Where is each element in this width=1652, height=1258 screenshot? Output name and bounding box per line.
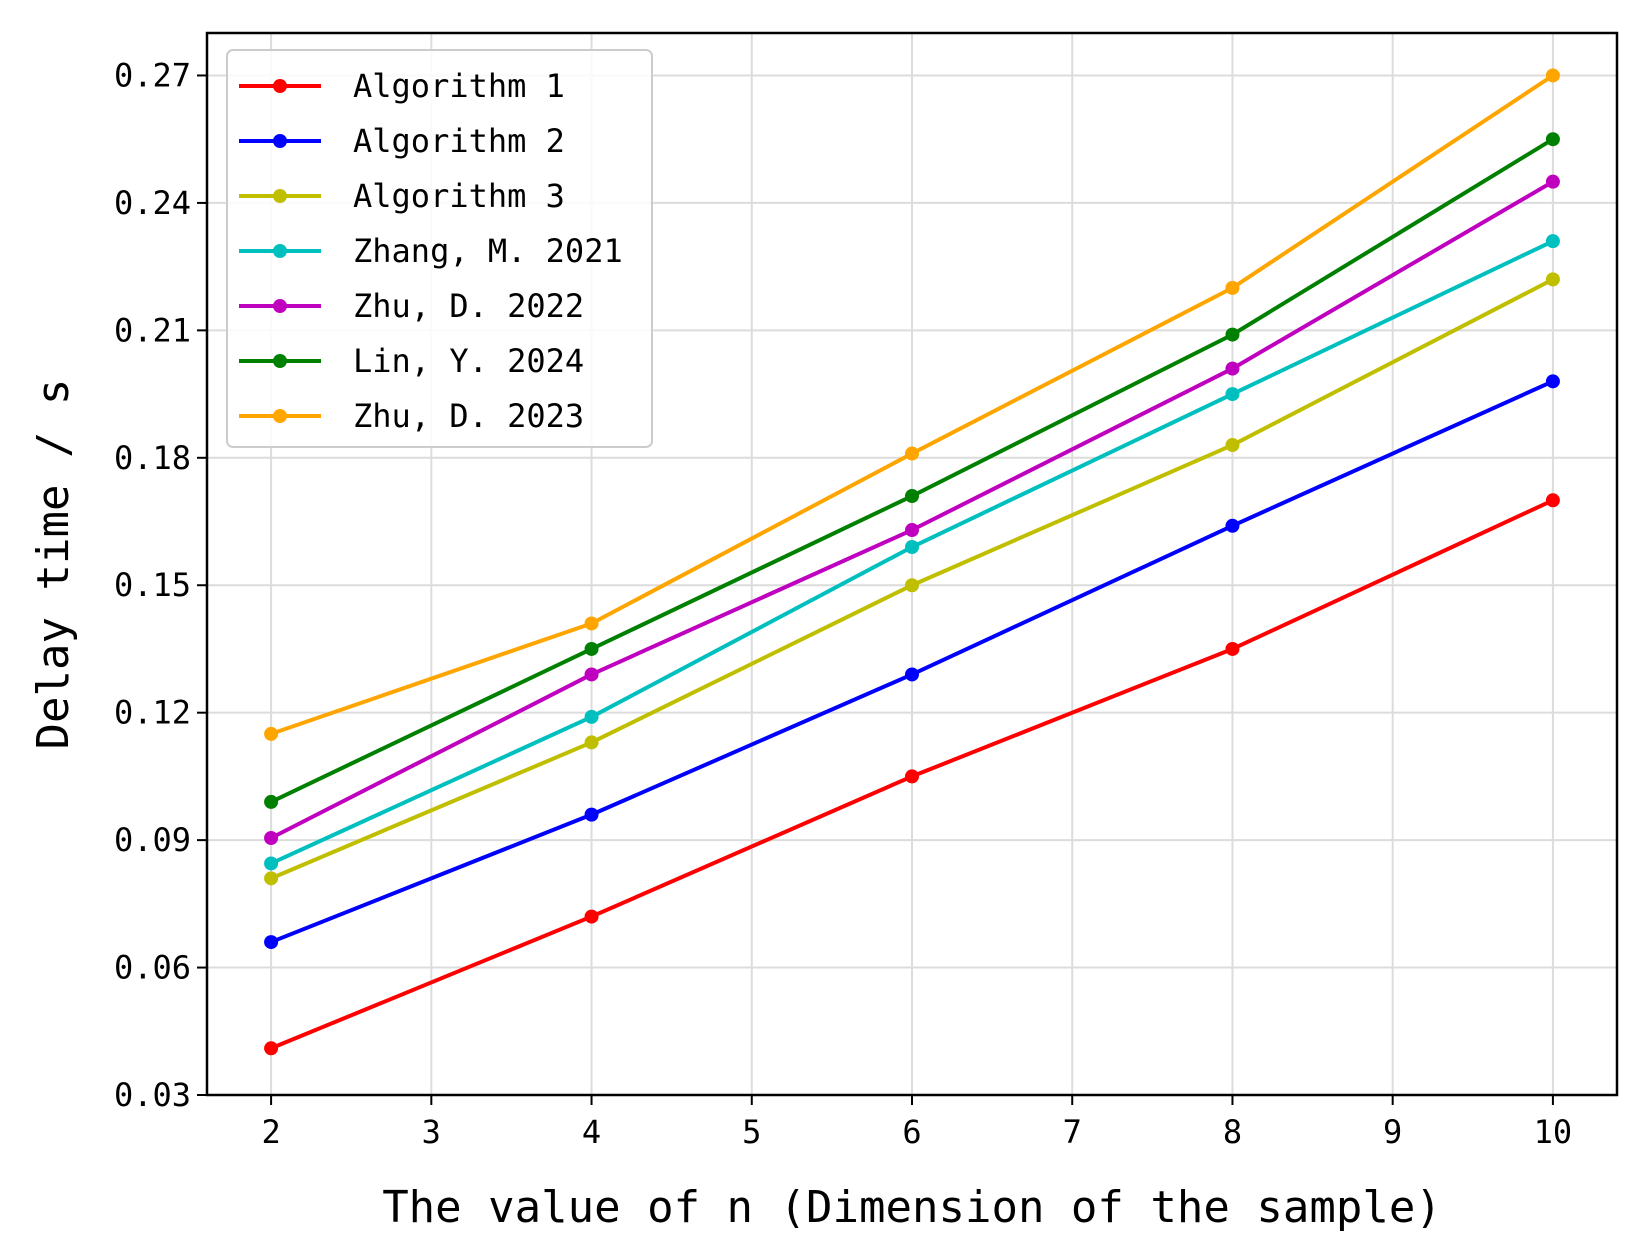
- legend-label: Zhu, D. 2023: [353, 397, 584, 435]
- data-point: [905, 489, 919, 504]
- series-5: [264, 174, 1560, 845]
- legend-label: Algorithm 1: [353, 67, 565, 105]
- data-point: [1545, 132, 1560, 147]
- data-point: [584, 709, 599, 724]
- data-point: [584, 909, 599, 924]
- legend-marker: [273, 244, 287, 258]
- legend-label: Lin, Y. 2024: [353, 342, 584, 380]
- y-tick-label: 0.03: [114, 1076, 191, 1114]
- x-tick-label: 8: [1223, 1113, 1242, 1151]
- x-tick-label: 3: [422, 1113, 441, 1151]
- legend-label: Zhu, D. 2022: [353, 287, 584, 325]
- y-axis-title: Delay time / s: [28, 379, 79, 750]
- data-point: [905, 523, 919, 538]
- data-point: [905, 667, 919, 682]
- data-point: [264, 935, 279, 950]
- legend-label: Algorithm 3: [353, 177, 565, 215]
- legend-label: Zhang, M. 2021: [353, 232, 623, 270]
- x-tick-label: 10: [1534, 1113, 1573, 1151]
- series-group: [264, 68, 1560, 1056]
- data-point: [1225, 641, 1240, 656]
- legend-item: Zhu, D. 2023: [239, 397, 584, 435]
- x-tick-label: 9: [1383, 1113, 1402, 1151]
- legend-item: Algorithm 1: [239, 67, 565, 105]
- y-tick-label: 0.12: [114, 694, 191, 732]
- legend-marker: [273, 79, 287, 93]
- series-6: [264, 132, 1560, 809]
- legend-marker: [273, 299, 287, 313]
- x-tick-label: 6: [902, 1113, 921, 1151]
- legend-marker: [273, 354, 287, 368]
- data-point: [1545, 374, 1560, 389]
- series-7: [264, 68, 1560, 741]
- x-tick-label: 4: [582, 1113, 601, 1151]
- legend-item: Zhu, D. 2022: [239, 287, 584, 325]
- legend-marker: [273, 409, 287, 423]
- series-2: [264, 374, 1560, 950]
- x-axis: 2 3 4 5 6 7 8 9 10: [261, 1095, 1572, 1151]
- legend-marker: [273, 134, 287, 148]
- data-point: [264, 726, 279, 741]
- data-point: [1225, 518, 1240, 533]
- legend-box: [226, 49, 653, 448]
- data-point: [264, 794, 279, 809]
- data-point: [1545, 174, 1560, 189]
- y-tick-label: 0.15: [114, 566, 191, 604]
- series-4: [264, 234, 1560, 871]
- data-point: [905, 769, 919, 784]
- x-tick-label: 5: [742, 1113, 761, 1151]
- x-tick-label: 2: [261, 1113, 280, 1151]
- data-point: [584, 641, 599, 656]
- y-tick-label: 0.27: [114, 56, 191, 94]
- data-point: [264, 1041, 279, 1056]
- data-point: [264, 830, 279, 845]
- y-tick-label: 0.24: [114, 184, 191, 222]
- data-point: [1545, 272, 1560, 287]
- legend-item: Algorithm 3: [239, 177, 565, 215]
- series-3: [264, 272, 1560, 886]
- data-point: [905, 446, 919, 461]
- data-point: [584, 735, 599, 750]
- data-point: [1225, 387, 1240, 402]
- y-tick-label: 0.18: [114, 439, 191, 477]
- data-point: [584, 667, 599, 682]
- legend-label: Algorithm 2: [353, 122, 565, 160]
- legend-item: Lin, Y. 2024: [239, 342, 584, 380]
- y-axis: 0.03 0.06 0.09 0.12 0.15 0.18 0.21 0.24 0.27: [114, 56, 207, 1114]
- x-axis-title: The value of n (Dimension of the sample): [382, 1182, 1442, 1233]
- data-point: [584, 616, 599, 631]
- data-point: [1545, 493, 1560, 508]
- data-point: [1225, 438, 1240, 453]
- data-point: [1225, 280, 1240, 295]
- data-point: [264, 856, 279, 871]
- data-point: [584, 807, 599, 822]
- y-tick-label: 0.21: [114, 311, 191, 349]
- data-point: [1545, 234, 1560, 249]
- data-point: [264, 871, 279, 886]
- legend-item: Zhang, M. 2021: [239, 232, 623, 270]
- legend-marker: [273, 189, 287, 203]
- data-point: [905, 578, 919, 593]
- data-point: [1225, 361, 1240, 376]
- legend: Algorithm 1 Algorithm 2 Algorithm 3 Zhang, …: [226, 49, 653, 448]
- data-point: [905, 540, 919, 555]
- y-tick-label: 0.09: [114, 821, 191, 859]
- x-tick-label: 7: [1063, 1113, 1082, 1151]
- data-point: [1545, 68, 1560, 83]
- series-1: [264, 493, 1560, 1056]
- data-point: [1225, 327, 1240, 342]
- y-tick-label: 0.06: [114, 949, 191, 987]
- legend-item: Algorithm 2: [239, 122, 565, 160]
